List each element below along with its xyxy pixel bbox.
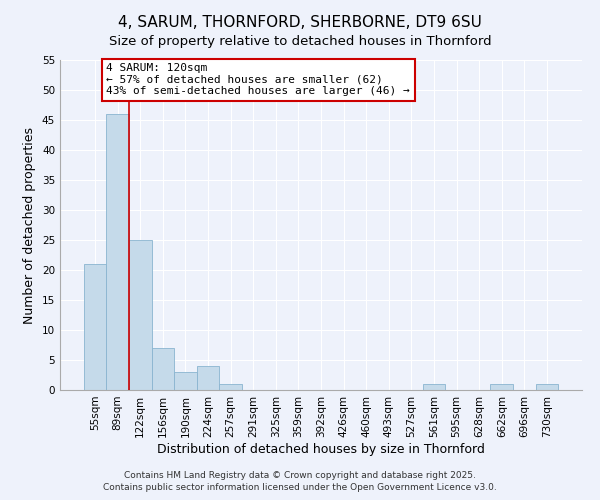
Bar (422, 384, 445, 390)
Bar (536, 384, 558, 390)
Bar (106, 114, 129, 390)
Bar (490, 384, 513, 390)
Bar (152, 348, 174, 390)
Text: 4, SARUM, THORNFORD, SHERBORNE, DT9 6SU: 4, SARUM, THORNFORD, SHERBORNE, DT9 6SU (118, 15, 482, 30)
Text: 4 SARUM: 120sqm
← 57% of detached houses are smaller (62)
43% of semi-detached h: 4 SARUM: 120sqm ← 57% of detached houses… (106, 63, 410, 96)
Y-axis label: Number of detached properties: Number of detached properties (23, 126, 37, 324)
Bar (197, 366, 220, 390)
X-axis label: Distribution of detached houses by size in Thornford: Distribution of detached houses by size … (157, 442, 485, 456)
Text: Contains HM Land Registry data © Crown copyright and database right 2025.
Contai: Contains HM Land Registry data © Crown c… (103, 471, 497, 492)
Bar (129, 240, 152, 390)
Bar (84, 264, 106, 390)
Bar (220, 384, 242, 390)
Bar (174, 372, 197, 390)
Text: Size of property relative to detached houses in Thornford: Size of property relative to detached ho… (109, 35, 491, 48)
